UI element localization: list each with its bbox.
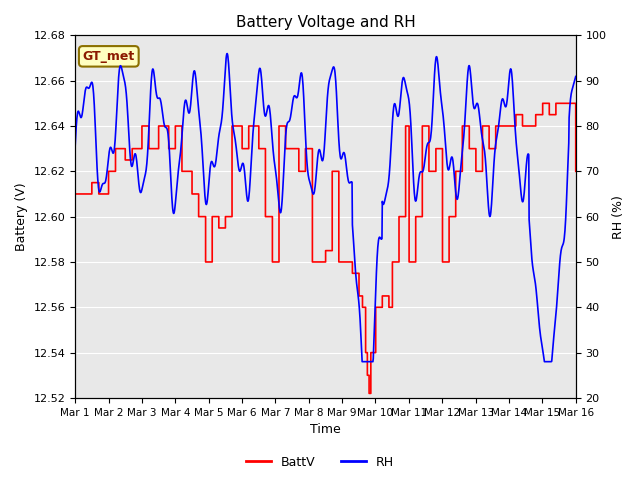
Y-axis label: RH (%): RH (%) (612, 195, 625, 239)
Legend: BattV, RH: BattV, RH (241, 451, 399, 474)
Title: Battery Voltage and RH: Battery Voltage and RH (236, 15, 415, 30)
X-axis label: Time: Time (310, 423, 341, 436)
Text: GT_met: GT_met (83, 50, 135, 63)
Y-axis label: Battery (V): Battery (V) (15, 182, 28, 251)
